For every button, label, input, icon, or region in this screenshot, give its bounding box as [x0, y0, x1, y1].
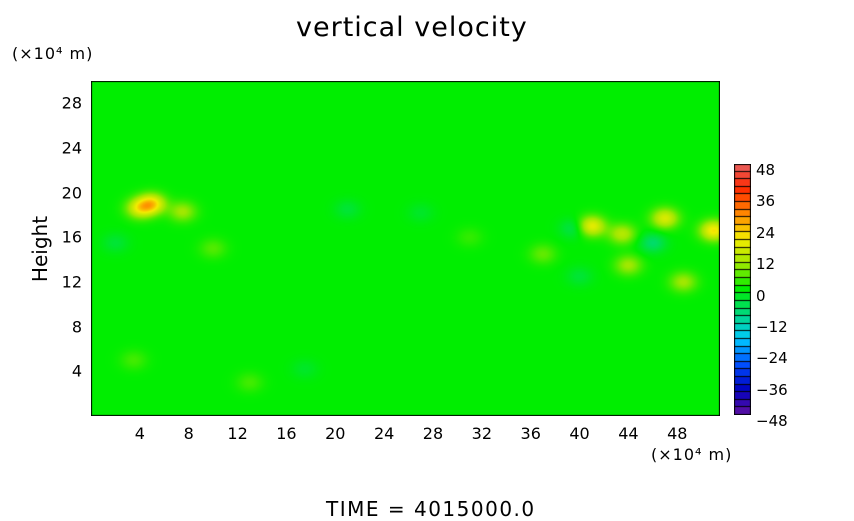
y-tick-label: 20 — [61, 183, 82, 203]
chart-title: vertical velocity — [296, 12, 528, 43]
colorbar-tick-label: −48 — [756, 412, 788, 430]
y-tick-label: 4 — [71, 361, 82, 381]
time-label: TIME = 4015000.0 — [326, 497, 536, 521]
colorbar — [734, 164, 751, 415]
x-tick-label: 28 — [422, 424, 444, 443]
heatmap-plot-area — [91, 81, 720, 416]
y-tick-label: 12 — [61, 272, 82, 292]
x-tick-label: 12 — [227, 424, 248, 443]
x-tick-label: 20 — [325, 424, 346, 443]
y-tick-label: 28 — [61, 93, 82, 113]
colorbar-tick-label: 36 — [756, 192, 776, 211]
colorbar-tick-label: 0 — [756, 286, 766, 305]
y-tick-label: 16 — [61, 227, 82, 247]
y-tick-label: 24 — [61, 138, 82, 158]
x-tick-label: 44 — [618, 424, 639, 443]
colorbar-tick-label: 48 — [756, 161, 776, 179]
y-axis-unit: (×10⁴ m) — [12, 44, 94, 63]
y-axis-label: Height — [28, 215, 52, 283]
x-tick-label: 36 — [520, 424, 541, 443]
colorbar-tick-label: −12 — [756, 317, 788, 336]
x-tick-label: 24 — [373, 424, 395, 443]
x-tick-label: 32 — [471, 424, 493, 443]
colorbar-tick-label: 24 — [756, 223, 776, 242]
x-tick-label: 8 — [183, 424, 194, 443]
x-tick-label: 48 — [667, 424, 688, 443]
colorbar-tick-label: 12 — [756, 255, 776, 274]
colorbar-tick-label: −36 — [756, 380, 788, 399]
x-tick-label: 40 — [569, 424, 590, 443]
x-tick-label: 16 — [276, 424, 297, 443]
x-tick-label: 4 — [134, 424, 145, 443]
y-tick-label: 8 — [71, 317, 82, 337]
colorbar-tick-label: −24 — [756, 349, 788, 368]
x-axis-unit: (×10⁴ m) — [651, 445, 733, 464]
